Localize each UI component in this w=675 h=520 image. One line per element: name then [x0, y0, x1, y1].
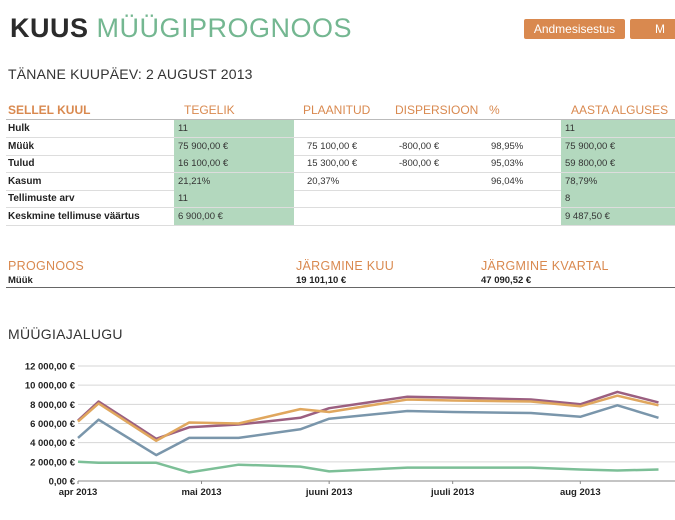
- cell-plaanitud: [303, 208, 395, 225]
- title-part-prognoos: MÜÜGIPROGNOOS: [96, 13, 353, 43]
- forecast-header: PROGNOOS: [8, 259, 85, 273]
- col-header-percent: %: [489, 103, 500, 117]
- table-row: Kasum 21,21% 20,37% 96,04% 78,79%: [6, 172, 675, 191]
- y-tick-label: 12 000,00 €: [25, 362, 76, 373]
- y-tick-label: 2 000,00 €: [30, 457, 76, 468]
- second-nav-button[interactable]: M: [630, 19, 675, 39]
- x-tick-label: juuni 2013: [305, 487, 352, 498]
- y-tick-label: 8 000,00 €: [30, 400, 76, 411]
- row-label: Keskmine tellimuse väärtus: [8, 210, 140, 222]
- table-row: Keskmine tellimuse väärtus 6 900,00 € 9 48…: [6, 207, 675, 226]
- cell-aasta: 8: [561, 190, 675, 207]
- cell-tegelik: 21,21%: [174, 172, 294, 190]
- cell-aasta: 59 800,00 €: [561, 155, 675, 172]
- series-line: [77, 390, 659, 441]
- table-row: Tulud 16 100,00 € 15 300,00 € -800,00 € 95,0…: [6, 155, 675, 173]
- series-line: [77, 404, 659, 457]
- data-entry-button[interactable]: Andmesisestus: [524, 19, 625, 39]
- cell-aasta: 9 487,50 €: [561, 207, 675, 225]
- table-row: Müük 75 900,00 € 75 100,00 € -800,00 € 98,95…: [6, 137, 675, 156]
- y-tick-label: 0,00 €: [49, 477, 76, 488]
- row-label: Kasum: [8, 175, 42, 187]
- x-tick-label: aug 2013: [560, 487, 601, 498]
- cell-dispersioon: [395, 173, 487, 190]
- chart-title: MÜÜGIAJALUGU: [8, 326, 123, 342]
- y-tick-label: 4 000,00 €: [30, 438, 76, 449]
- col-header-variance: DISPERSIOON: [395, 103, 479, 117]
- cell-pct: [487, 120, 567, 137]
- forecast-next-quarter-header: JÄRGMINE KVARTAL: [481, 259, 609, 273]
- forecast-next-month-value: 19 101,10 €: [296, 275, 347, 286]
- x-tick-label: apr 2013: [59, 487, 98, 498]
- cell-plaanitud: [303, 120, 395, 137]
- x-tick-label: juuli 2013: [430, 487, 474, 498]
- cell-pct: [487, 190, 567, 207]
- cell-pct: 96,04%: [491, 175, 524, 187]
- row-label: Hulk: [8, 123, 30, 134]
- forecast-row-label: Müük: [8, 275, 33, 286]
- title-part-kuus: KUUS: [10, 13, 89, 43]
- cell-plaanitud: 20,37%: [307, 175, 340, 187]
- cell-plaanitud: 75 100,00 €: [307, 140, 358, 152]
- cell-dispersioon: [395, 208, 487, 225]
- forecast-next-month-header: JÄRGMINE KUU: [296, 259, 395, 273]
- cell-pct: 95,03%: [491, 158, 524, 169]
- cell-tegelik: 75 900,00 €: [174, 137, 294, 155]
- cell-tegelik: 11: [174, 190, 294, 207]
- forecast-next-quarter-value: 47 090,52 €: [481, 275, 532, 286]
- cell-tegelik: 16 100,00 €: [174, 155, 294, 172]
- col-header-this-month: SELLEL KUUL: [8, 103, 91, 117]
- cell-aasta: 78,79%: [561, 172, 675, 190]
- cell-dispersioon: [395, 120, 487, 137]
- series-line: [77, 460, 659, 474]
- y-tick-label: 10 000,00 €: [25, 381, 76, 392]
- table-row: Hulk 11 11: [6, 120, 675, 138]
- col-header-ytd: AASTA ALGUSES: [571, 103, 669, 117]
- forecast-divider: [6, 287, 675, 288]
- cell-pct: [487, 208, 567, 225]
- current-date: TÄNANE KUUPÄEV: 2 AUGUST 2013: [8, 66, 253, 82]
- col-header-actual: TEGELIK: [184, 103, 235, 117]
- table-row: Tellimuste arv 11 8: [6, 190, 675, 208]
- cell-dispersioon: -800,00 €: [399, 158, 440, 169]
- cell-pct: 98,95%: [491, 140, 524, 152]
- row-label: Tellimuste arv: [8, 193, 75, 204]
- col-header-planned: PLAANITUD: [303, 103, 371, 117]
- x-tick-label: mai 2013: [181, 487, 221, 498]
- page-title: KUUS MÜÜGIPROGNOOS: [10, 13, 352, 44]
- y-tick-label: 6 000,00 €: [30, 419, 76, 430]
- row-label: Tulud: [8, 158, 35, 169]
- cell-dispersioon: -800,00 €: [399, 140, 440, 152]
- cell-aasta: 75 900,00 €: [561, 137, 675, 155]
- cell-tegelik: 6 900,00 €: [174, 207, 294, 225]
- series-line: [77, 394, 659, 443]
- header-divider: [6, 119, 675, 120]
- cell-tegelik: 11: [174, 120, 294, 137]
- cell-dispersioon: [395, 190, 487, 207]
- cell-plaanitud: 15 300,00 €: [307, 158, 358, 169]
- cell-aasta: 11: [561, 120, 675, 137]
- row-label: Müük: [8, 140, 35, 152]
- cell-plaanitud: [303, 190, 395, 207]
